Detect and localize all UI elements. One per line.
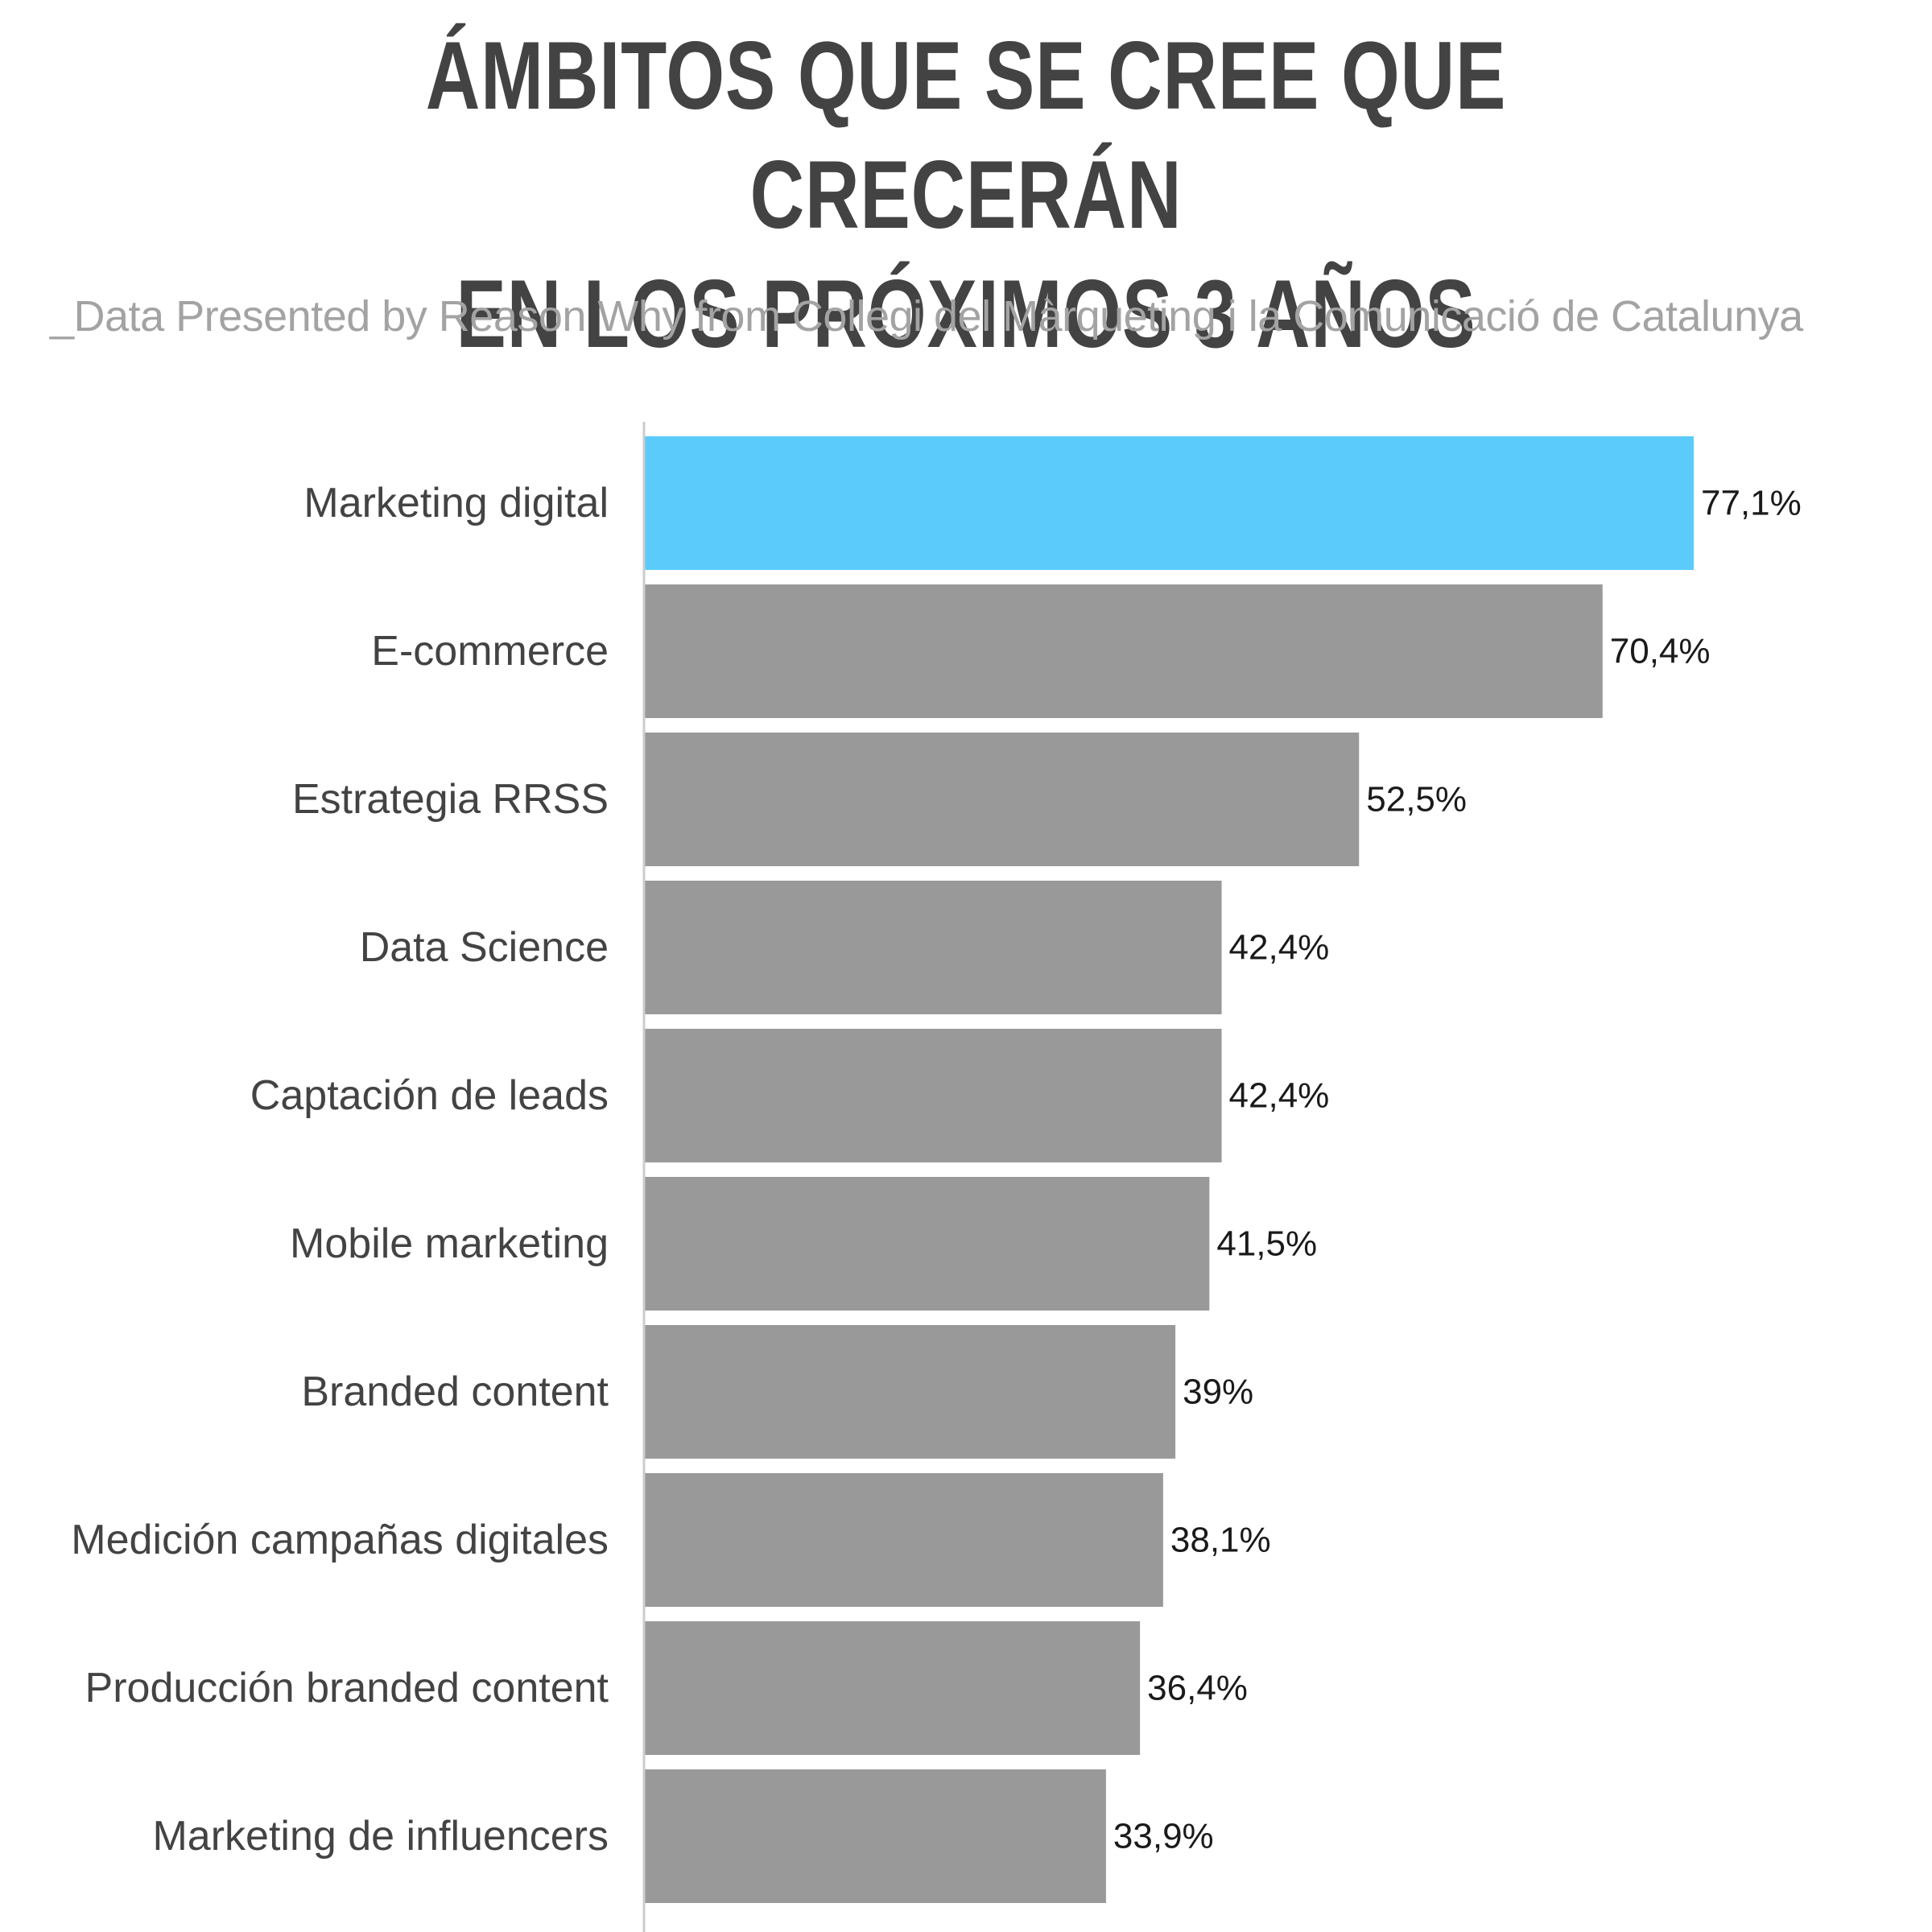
category-label-6: Mobile marketing <box>290 1220 609 1267</box>
chart-subtitle: _Data Presented by Reason Why from Colle… <box>50 292 1803 341</box>
value-label-5: 42,4% <box>1229 1076 1330 1116</box>
bar-4 <box>645 881 1222 1014</box>
value-label-8: 38,1% <box>1170 1521 1271 1560</box>
bar-1 <box>645 436 1694 570</box>
category-label-7: Branded content <box>301 1368 609 1415</box>
value-label-4: 42,4% <box>1229 928 1330 968</box>
value-label-10: 33,9% <box>1113 1817 1214 1856</box>
value-label-3: 52,5% <box>1366 780 1467 819</box>
category-label-2: E-commerce <box>371 628 609 675</box>
chart-title-line-2: EN LOS PRÓXIMOS 3 AÑOS <box>456 260 1476 368</box>
chart-title-line-1: ÁMBITOS QUE SE CREE QUE CRECERÁN <box>425 22 1507 249</box>
category-label-3: Estrategia RRSS <box>292 776 609 823</box>
value-label-2: 70,4% <box>1610 632 1711 671</box>
category-label-8: Medición campañas digitales <box>71 1517 609 1563</box>
bar-6 <box>645 1177 1210 1311</box>
category-label-5: Captación de leads <box>250 1072 609 1119</box>
value-label-6: 41,5% <box>1216 1224 1317 1264</box>
bar-chart: Marketing digital 77,1% E-commerce 70,4% Est… <box>71 422 1802 1932</box>
category-label-1: Marketing digital <box>303 480 609 526</box>
value-label-7: 39% <box>1183 1373 1253 1412</box>
category-label-4: Data Science <box>360 924 609 971</box>
value-label-1: 77,1% <box>1701 484 1802 523</box>
bar-10 <box>645 1769 1106 1903</box>
bar-7 <box>645 1325 1176 1459</box>
chart-title: ÁMBITOS QUE SE CREE QUE CRECERÁN EN LOS … <box>213 16 1719 374</box>
category-label-9: Producción branded content <box>85 1665 609 1711</box>
bar-9 <box>645 1621 1141 1755</box>
bar-8 <box>645 1473 1163 1607</box>
category-label-10: Marketing de influencers <box>152 1813 609 1860</box>
value-label-9: 36,4% <box>1147 1669 1248 1708</box>
bar-2 <box>645 584 1603 718</box>
bars-layer: Marketing digital 77,1% E-commerce 70,4% Est… <box>71 436 1802 1903</box>
bar-3 <box>645 733 1360 866</box>
bar-5 <box>645 1029 1222 1162</box>
